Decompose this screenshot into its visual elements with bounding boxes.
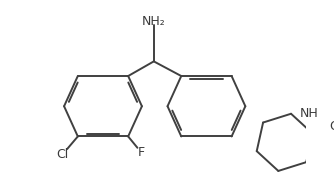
Text: F: F	[138, 146, 145, 159]
Text: Cl: Cl	[56, 148, 68, 161]
Text: O: O	[330, 120, 334, 133]
Text: NH: NH	[299, 107, 318, 120]
Text: NH₂: NH₂	[142, 15, 166, 28]
